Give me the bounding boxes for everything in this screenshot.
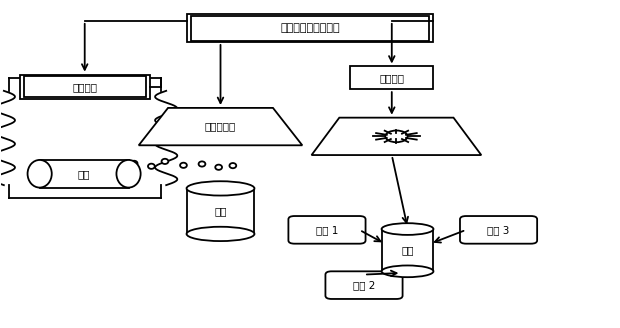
Text: 上位机控制以及处理: 上位机控制以及处理 — [280, 23, 340, 33]
Polygon shape — [40, 160, 128, 188]
FancyBboxPatch shape — [460, 216, 537, 244]
Ellipse shape — [187, 227, 254, 241]
Ellipse shape — [162, 159, 169, 164]
FancyBboxPatch shape — [326, 271, 402, 299]
Ellipse shape — [198, 161, 205, 167]
Ellipse shape — [215, 165, 222, 170]
Text: 获取图像: 获取图像 — [379, 73, 404, 83]
Text: 工件: 工件 — [401, 245, 414, 255]
Ellipse shape — [27, 160, 51, 188]
Circle shape — [385, 131, 407, 142]
FancyBboxPatch shape — [288, 216, 366, 244]
Text: 相机 2: 相机 2 — [353, 280, 375, 290]
Text: 工件: 工件 — [78, 169, 91, 179]
Bar — [191, 16, 429, 41]
Polygon shape — [381, 229, 433, 271]
Text: 相机 1: 相机 1 — [316, 225, 338, 235]
Polygon shape — [139, 108, 303, 145]
Bar — [350, 67, 433, 89]
Ellipse shape — [187, 181, 254, 195]
Text: 磁化电路: 磁化电路 — [72, 82, 97, 92]
Ellipse shape — [148, 164, 155, 169]
Text: 喷洒磁悬液: 喷洒磁悬液 — [205, 122, 236, 132]
Polygon shape — [187, 188, 254, 234]
Polygon shape — [311, 118, 481, 155]
Text: 相机 3: 相机 3 — [487, 225, 510, 235]
Bar — [24, 75, 146, 97]
Text: 工件: 工件 — [215, 206, 227, 216]
Ellipse shape — [381, 265, 433, 277]
Ellipse shape — [229, 163, 236, 168]
Ellipse shape — [117, 160, 141, 188]
Ellipse shape — [381, 223, 433, 235]
Bar — [187, 14, 433, 42]
Ellipse shape — [131, 161, 138, 166]
Ellipse shape — [180, 163, 187, 168]
Bar — [20, 74, 149, 99]
